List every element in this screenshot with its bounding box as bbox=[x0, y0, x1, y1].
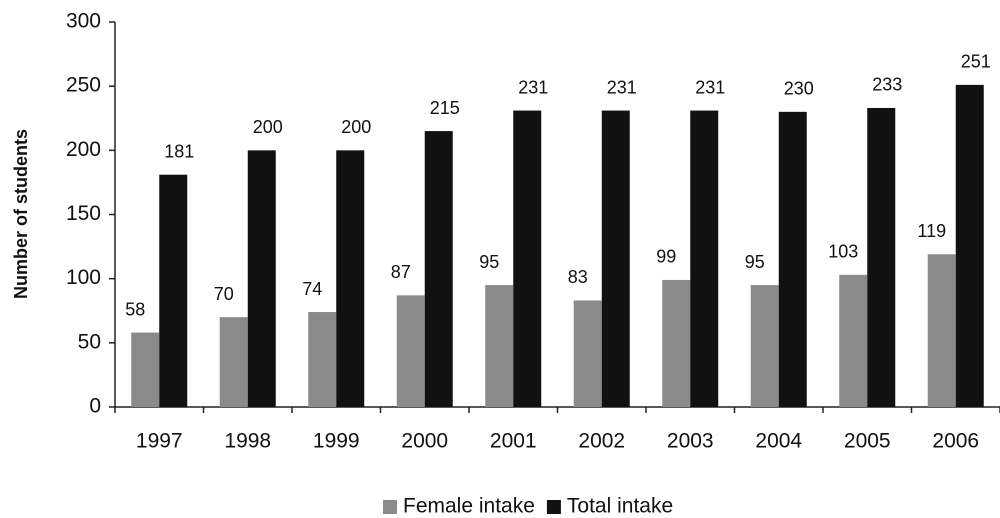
value-label: 119 bbox=[917, 221, 946, 241]
x-tick-label: 2002 bbox=[578, 430, 625, 453]
x-tick-label: 1997 bbox=[136, 430, 183, 453]
bar bbox=[308, 312, 337, 407]
bar bbox=[662, 279, 691, 407]
value-label: 70 bbox=[214, 284, 234, 304]
value-label: 200 bbox=[341, 117, 371, 137]
value-label: 231 bbox=[607, 77, 637, 97]
y-tick-label: 100 bbox=[66, 266, 101, 289]
bar bbox=[867, 107, 896, 407]
value-label: 231 bbox=[695, 77, 725, 97]
bar bbox=[131, 332, 160, 407]
bar bbox=[159, 174, 188, 407]
x-tick-label: 2001 bbox=[490, 430, 537, 453]
legend-swatch bbox=[383, 500, 397, 514]
bar bbox=[750, 285, 779, 407]
y-tick-label: 0 bbox=[89, 395, 101, 418]
y-axis-label: Number of students bbox=[11, 129, 31, 299]
value-label: 181 bbox=[164, 141, 194, 161]
bar bbox=[336, 150, 365, 408]
x-tick-label: 2004 bbox=[755, 430, 802, 453]
bar bbox=[573, 300, 602, 407]
value-label: 215 bbox=[430, 98, 460, 118]
value-label: 103 bbox=[828, 242, 858, 262]
legend-swatch bbox=[546, 500, 561, 514]
y-tick-label: 200 bbox=[66, 138, 101, 161]
y-tick-label: 300 bbox=[66, 10, 101, 33]
x-tick-label: 2005 bbox=[844, 430, 891, 453]
value-label: 233 bbox=[872, 75, 902, 95]
y-tick-label: 250 bbox=[66, 74, 101, 97]
value-label: 95 bbox=[479, 252, 499, 272]
y-tick-label: 50 bbox=[78, 330, 101, 353]
value-label: 87 bbox=[391, 262, 411, 282]
legend-label: Total intake bbox=[567, 495, 673, 518]
bar bbox=[513, 110, 542, 408]
legend-label: Female intake bbox=[403, 495, 535, 518]
x-tick-label: 2006 bbox=[932, 430, 979, 453]
value-label: 83 bbox=[568, 267, 588, 287]
x-tick-label: 2003 bbox=[667, 430, 714, 453]
bar bbox=[839, 274, 868, 407]
y-tick-label: 150 bbox=[66, 202, 101, 225]
x-tick-label: 1999 bbox=[313, 430, 360, 453]
value-label: 251 bbox=[961, 52, 991, 72]
value-label: 200 bbox=[253, 117, 283, 137]
bar bbox=[927, 254, 956, 407]
bar bbox=[219, 317, 248, 407]
bar bbox=[247, 150, 276, 408]
bar bbox=[955, 84, 984, 407]
value-label: 58 bbox=[125, 299, 145, 319]
bar bbox=[778, 111, 807, 407]
bar bbox=[424, 131, 453, 408]
value-label: 231 bbox=[518, 77, 548, 97]
x-tick-label: 1998 bbox=[224, 430, 271, 453]
bar bbox=[485, 285, 514, 407]
value-label: 95 bbox=[745, 252, 765, 272]
bar bbox=[601, 110, 630, 408]
value-label: 74 bbox=[302, 279, 322, 299]
bar bbox=[690, 110, 719, 408]
x-tick-label: 2000 bbox=[401, 430, 448, 453]
value-label: 99 bbox=[656, 247, 676, 267]
value-label: 230 bbox=[784, 79, 814, 99]
bar bbox=[396, 295, 425, 407]
